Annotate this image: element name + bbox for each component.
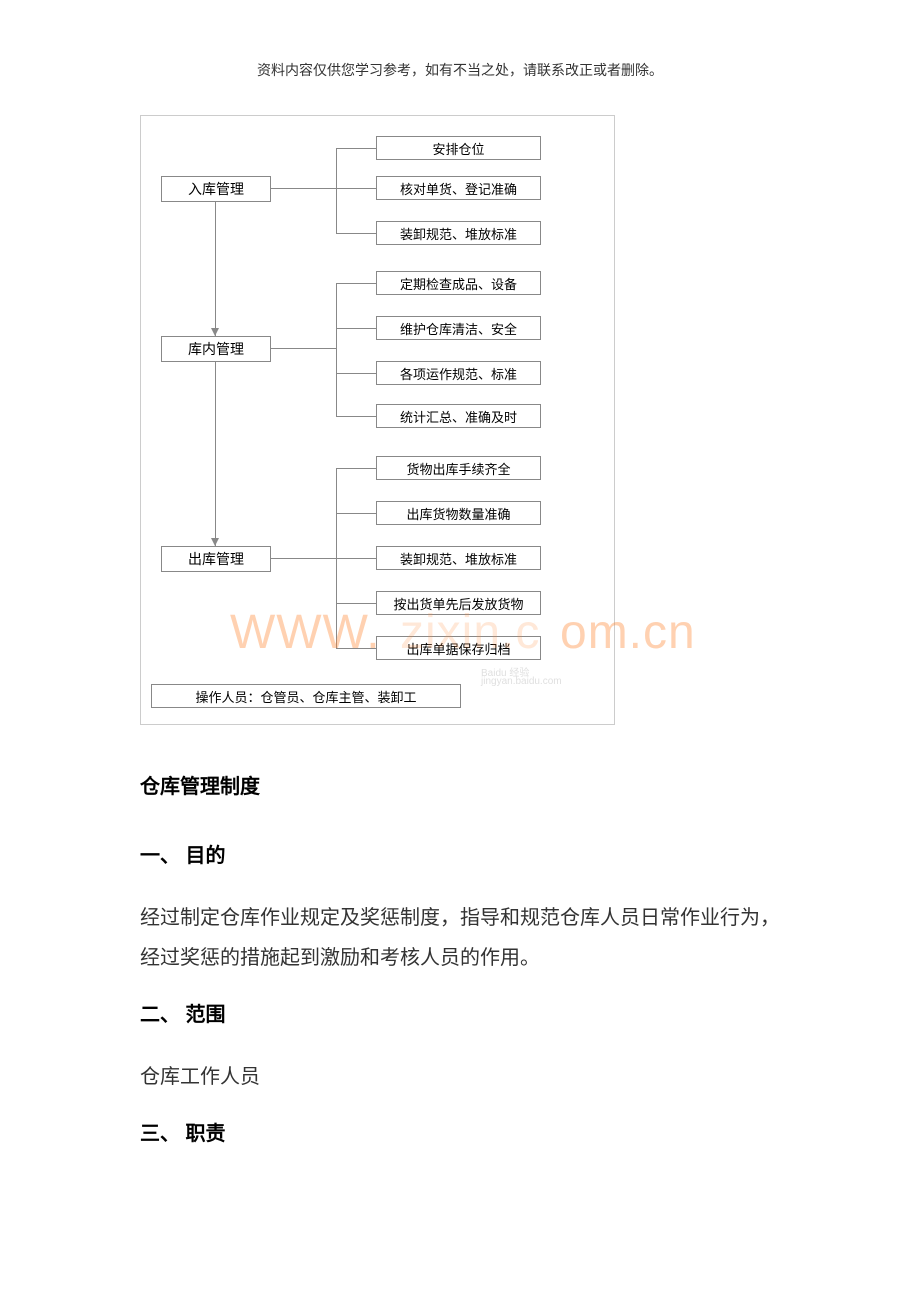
main-flow-line bbox=[215, 202, 216, 336]
section-paragraph: 经过制定仓库作业规定及奖惩制度，指导和规范仓库人员日常作业行为，经过奖惩的措施起… bbox=[140, 898, 780, 978]
node-inbound: 入库管理 bbox=[161, 176, 271, 202]
node-instore: 库内管理 bbox=[161, 336, 271, 362]
personnel-node: 操作人员：仓管员、仓库主管、装卸工 bbox=[151, 684, 461, 708]
connector bbox=[336, 148, 376, 149]
warehouse-flowchart: 入库管理 库内管理 出库管理 安排仓位 核对单货、登记准确 装卸规范、堆放标准 … bbox=[140, 115, 615, 725]
connector bbox=[336, 233, 376, 234]
connector bbox=[336, 328, 376, 329]
subnode: 安排仓位 bbox=[376, 136, 541, 160]
connector bbox=[336, 283, 376, 284]
connector bbox=[336, 148, 337, 233]
document-content: 仓库管理制度 一、 目的 经过制定仓库作业规定及奖惩制度，指导和规范仓库人员日常… bbox=[140, 770, 780, 1176]
node-outbound: 出库管理 bbox=[161, 546, 271, 572]
subnode: 出库单据保存归档 bbox=[376, 636, 541, 660]
subnode: 维护仓库清洁、安全 bbox=[376, 316, 541, 340]
connector bbox=[336, 283, 337, 416]
arrow-to-instore bbox=[211, 328, 219, 336]
connector bbox=[336, 558, 376, 559]
subnode: 装卸规范、堆放标准 bbox=[376, 546, 541, 570]
subnode: 货物出库手续齐全 bbox=[376, 456, 541, 480]
subnode: 统计汇总、准确及时 bbox=[376, 404, 541, 428]
connector bbox=[336, 188, 376, 189]
header-disclaimer: 资料内容仅供您学习参考，如有不当之处，请联系改正或者删除。 bbox=[0, 0, 920, 80]
connector bbox=[271, 348, 336, 349]
baidu-watermark-url: jingyan.baidu.com bbox=[481, 676, 562, 687]
connector bbox=[271, 188, 336, 189]
subnode: 出库货物数量准确 bbox=[376, 501, 541, 525]
section-paragraph: 仓库工作人员 bbox=[140, 1057, 780, 1097]
section-heading-3: 三、 职责 bbox=[140, 1117, 780, 1146]
doc-title: 仓库管理制度 bbox=[140, 770, 780, 799]
connector bbox=[271, 558, 336, 559]
connector bbox=[336, 416, 376, 417]
section-heading-2: 二、 范围 bbox=[140, 998, 780, 1027]
main-flow-line-2 bbox=[215, 362, 216, 546]
connector bbox=[336, 373, 376, 374]
arrow-to-outbound bbox=[211, 538, 219, 546]
subnode: 按出货单先后发放货物 bbox=[376, 591, 541, 615]
connector bbox=[336, 603, 376, 604]
subnode: 各项运作规范、标准 bbox=[376, 361, 541, 385]
subnode: 装卸规范、堆放标准 bbox=[376, 221, 541, 245]
subnode: 定期检查成品、设备 bbox=[376, 271, 541, 295]
section-heading-1: 一、 目的 bbox=[140, 839, 780, 868]
connector bbox=[336, 468, 376, 469]
connector bbox=[336, 513, 376, 514]
connector bbox=[336, 648, 376, 649]
subnode: 核对单货、登记准确 bbox=[376, 176, 541, 200]
